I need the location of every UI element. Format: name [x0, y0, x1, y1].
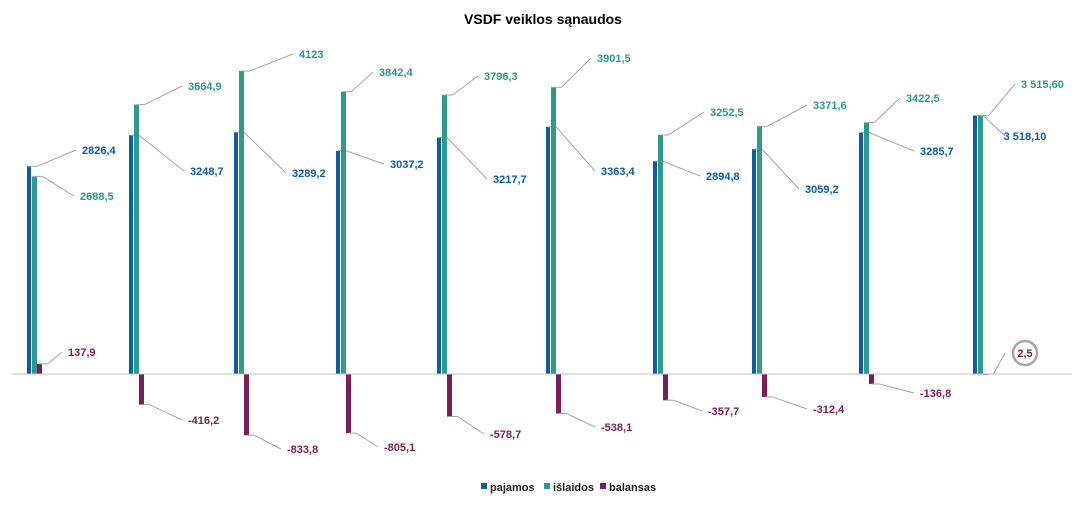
legend-item-islaidos: išlaidos: [544, 482, 594, 494]
bar-pajamos: [859, 132, 863, 374]
leader-line: [348, 432, 379, 448]
leader-line: [660, 111, 705, 136]
legend: pajamos išlaidos balansas: [481, 482, 656, 494]
data-label-balansas: -833,8: [287, 444, 318, 456]
legend-label-pajamos: pajamos: [490, 482, 535, 494]
bar-islaidos: [864, 122, 869, 375]
legend-label-balansas: balansas: [609, 482, 656, 494]
data-label-islaidos: 3 515,60: [1021, 79, 1064, 91]
leader-line: [343, 71, 374, 93]
bar-balansas: [346, 374, 351, 434]
data-label-balansas: -578,7: [490, 429, 521, 441]
legend-item-pajamos: pajamos: [481, 482, 535, 494]
data-label-balansas: -805,1: [384, 442, 415, 454]
leader-line: [764, 396, 808, 410]
bar-balansas: [762, 374, 767, 397]
data-label-balansas: -357,7: [708, 406, 739, 418]
leader-line: [980, 83, 1016, 117]
data-label-islaidos: 3371,6: [813, 100, 847, 112]
bar-islaidos: [134, 104, 139, 375]
chart-title: VSDF veiklos sąnaudos: [464, 11, 622, 27]
highlight-circle: [1011, 339, 1039, 367]
leader-line: [866, 97, 901, 123]
leader-line: [553, 57, 592, 88]
bar-islaidos: [239, 71, 244, 374]
leader-line: [871, 383, 915, 394]
data-label-pajamos: 3285,7: [920, 146, 954, 158]
data-label-islaidos: 2688,5: [80, 191, 114, 203]
bar-pajamos: [973, 115, 977, 374]
legend-swatch-pajamos: [481, 483, 487, 489]
data-label-islaidos: 3842,4: [379, 67, 414, 79]
data-label-islaidos: 3796,3: [484, 71, 518, 83]
data-label-pajamos: 2894,8: [706, 171, 740, 183]
legend-swatch-balansas: [600, 483, 606, 489]
bar-islaidos: [658, 134, 663, 374]
leader-line: [29, 149, 77, 167]
data-label-pajamos: 3037,2: [390, 159, 424, 171]
bar-balansas: [556, 374, 561, 414]
bar-pajamos: [653, 161, 657, 374]
leader-line: [34, 175, 75, 197]
bar-balansas: [244, 374, 249, 436]
bar-balansas: [447, 374, 452, 417]
data-label-pajamos: 3217,7: [493, 174, 527, 186]
bar-islaidos: [978, 115, 983, 374]
bar-pajamos: [546, 126, 550, 374]
data-label-balansas: -538,1: [601, 422, 632, 434]
plot-area: 2826,4 3248,7 3289,2 3037,2 3217,7 3363,4 2894…: [27, 49, 1064, 456]
bar-balansas: [37, 363, 42, 374]
leader-line: [444, 75, 479, 96]
leader-line: [449, 416, 485, 435]
leader-line: [985, 352, 1006, 375]
data-label-balansas: 137,9: [68, 347, 96, 359]
data-label-balansas: 2,5: [1017, 348, 1032, 360]
data-label-islaidos: 4123: [299, 49, 323, 61]
leader-line: [141, 404, 183, 421]
data-label-pajamos: 3289,2: [292, 168, 326, 180]
bar-balansas: [663, 374, 668, 401]
data-label-pajamos: 3363,4: [601, 166, 636, 178]
bar-pajamos: [336, 150, 340, 374]
leader-line: [558, 413, 596, 428]
legend-label-islaidos: išlaidos: [553, 482, 594, 494]
leader-line: [665, 399, 703, 412]
bar-pajamos: [129, 135, 133, 374]
bar-islaidos: [32, 176, 37, 374]
leader-line: [241, 53, 294, 72]
leader-line: [39, 351, 63, 365]
leader-line: [246, 434, 282, 450]
bar-islaidos: [551, 87, 556, 374]
leader-line: [136, 85, 183, 106]
bar-pajamos: [234, 132, 238, 374]
data-label-pajamos: 2826,4: [82, 145, 117, 157]
bar-balansas: [139, 374, 144, 405]
data-label-islaidos: 3901,5: [597, 53, 631, 65]
bar-pajamos: [27, 166, 31, 374]
bar-balansas: [869, 374, 874, 385]
data-label-pajamos: 3059,2: [805, 184, 839, 196]
data-label-pajamos: 3248,7: [190, 166, 224, 178]
bar-islaidos: [757, 126, 762, 374]
data-label-islaidos: 3252,5: [710, 107, 744, 119]
data-label-islaidos: 3422,5: [906, 93, 940, 105]
data-label-balansas: -136,8: [920, 388, 951, 400]
bar-islaidos: [442, 95, 447, 374]
data-label-balansas: -416,2: [188, 415, 219, 427]
bar-pajamos: [437, 137, 441, 374]
legend-item-balansas: balansas: [600, 482, 656, 494]
bar-pajamos: [752, 149, 756, 374]
legend-swatch-islaidos: [544, 483, 550, 489]
data-label-islaidos: 3664,9: [188, 81, 222, 93]
data-label-balansas: -312,4: [813, 404, 845, 416]
bar-islaidos: [341, 91, 346, 375]
leader-line: [759, 104, 808, 127]
data-label-pajamos: 3 518,10: [1004, 131, 1047, 143]
